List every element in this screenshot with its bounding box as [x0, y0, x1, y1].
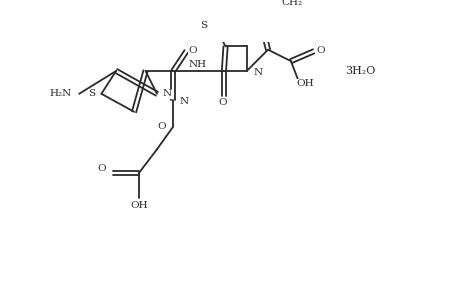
Text: N: N: [163, 89, 172, 98]
Text: O: O: [157, 122, 166, 131]
Text: N: N: [253, 68, 263, 77]
Text: S: S: [88, 89, 96, 98]
Text: OH: OH: [130, 201, 148, 210]
Text: O: O: [219, 99, 227, 107]
Text: O: O: [189, 46, 197, 55]
Text: S: S: [200, 21, 207, 30]
Text: CH₂: CH₂: [281, 0, 302, 7]
Text: 3H₂O: 3H₂O: [345, 66, 375, 76]
Text: O: O: [316, 45, 325, 55]
Text: NH: NH: [189, 60, 207, 69]
Text: O: O: [97, 164, 106, 173]
Text: N: N: [180, 98, 189, 106]
Text: H₂N: H₂N: [50, 89, 72, 98]
Text: OH: OH: [297, 79, 314, 88]
